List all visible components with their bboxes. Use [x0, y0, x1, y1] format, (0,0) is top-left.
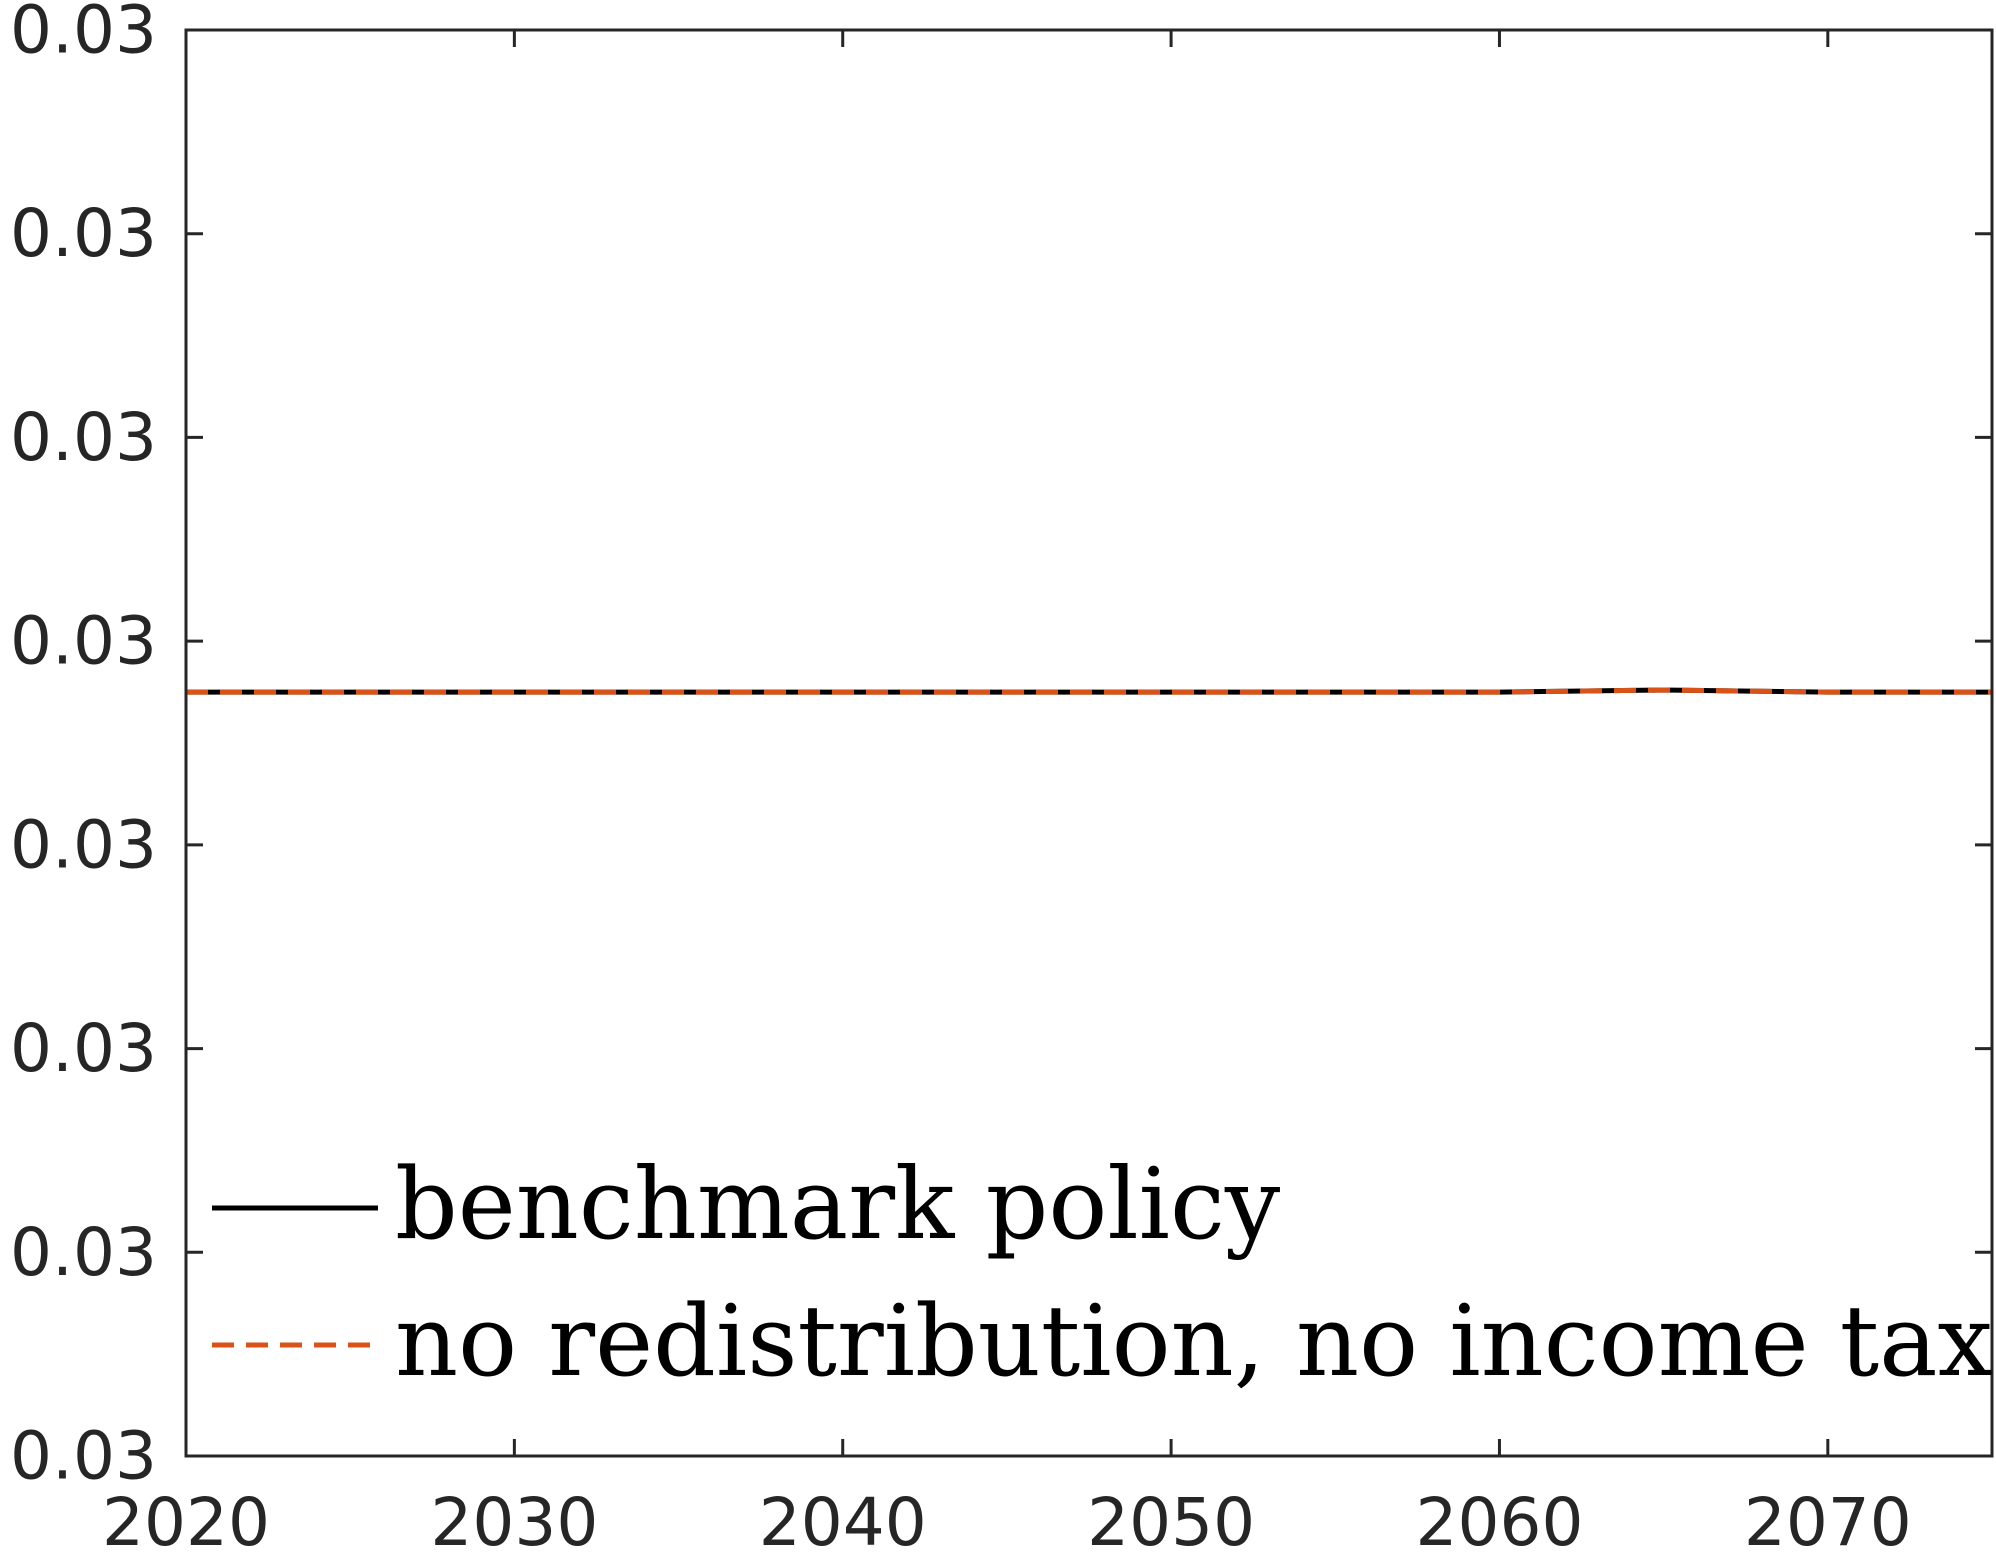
y-tick-label: 0.03	[10, 806, 157, 883]
x-tick-label: 2040	[759, 1484, 927, 1553]
ticks-layer	[184, 28, 1992, 1458]
x-tick-label: 2060	[1415, 1484, 1583, 1553]
y-tick-label: 0.03	[10, 195, 157, 272]
legend: benchmark policy no redistribution, no i…	[212, 1148, 1993, 1399]
series-line-no-redistribution	[186, 687, 1992, 695]
legend-label-no-redistribution: no redistribution, no income tax	[395, 1285, 1993, 1399]
x-tick-label: 2050	[1087, 1484, 1255, 1553]
x-tick-label: 2030	[430, 1484, 598, 1553]
x-tick-label: 2070	[1744, 1484, 1912, 1553]
y-tick-label: 0.03	[10, 1010, 157, 1087]
x-tick-label: 2020	[102, 1484, 270, 1553]
x-tick-labels: 2020 2030 2040 2050 2060 2070	[102, 1484, 1912, 1553]
y-tick-label: 0.03	[10, 1418, 157, 1495]
axes-box	[184, 28, 1994, 1458]
y-tick-label: 0.03	[10, 603, 157, 680]
y-tick-label: 0.03	[10, 399, 157, 476]
y-tick-label: 0.03	[10, 0, 157, 69]
y-tick-label: 0.03	[10, 1214, 157, 1291]
y-tick-labels: 0.03 0.03 0.03 0.03 0.03 0.03 0.03 0.03	[10, 0, 157, 1495]
series-lines	[186, 687, 1992, 695]
legend-label-benchmark-policy: benchmark policy	[395, 1148, 1281, 1262]
